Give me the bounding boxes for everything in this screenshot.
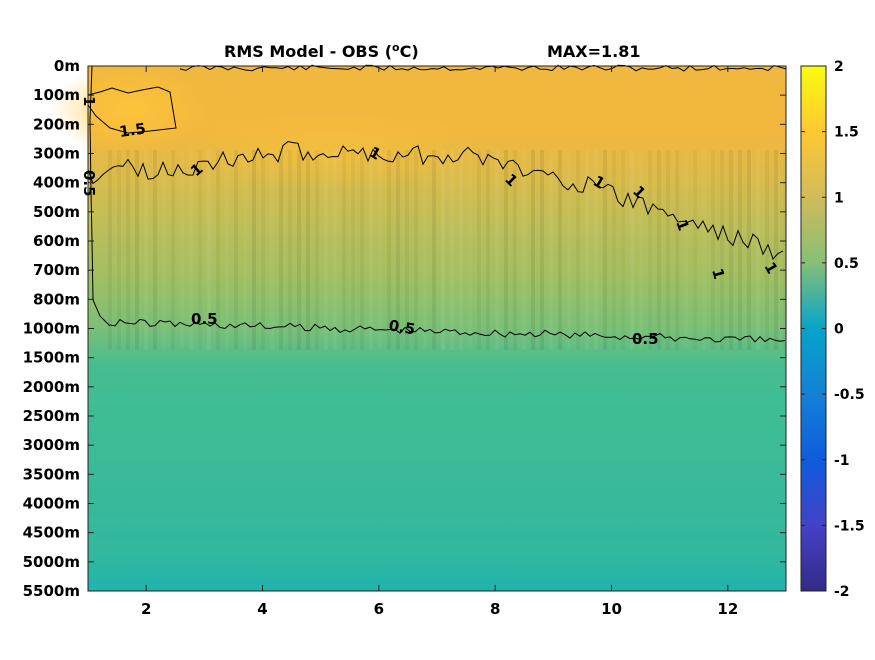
y-tick-label: 100m	[33, 86, 80, 104]
y-axis: 0m 100m 200m 300m 400m 500m 600m 700m 800m 1000m 1…	[23, 57, 786, 600]
chart-title: RMS Model - OBS (oC)	[224, 41, 419, 61]
colorbar-tick-label: -0.5	[834, 387, 865, 403]
x-tick-label: 10	[601, 600, 622, 618]
colorbar-tick-label: 0.5	[834, 256, 859, 272]
y-tick-label: 400m	[33, 174, 80, 192]
heatmap-field	[50, 65, 786, 591]
contour-0p5-left	[89, 65, 111, 327]
contour-lines	[87, 64, 787, 343]
y-tick-label: 800m	[33, 290, 80, 308]
y-tick-label: 300m	[33, 145, 80, 163]
contour-label: 0.5	[80, 170, 98, 197]
y-tick-label: 3500m	[23, 465, 80, 483]
x-tick-label: 2	[141, 600, 151, 618]
contour-label: 1	[708, 266, 728, 281]
y-tick-label: 1500m	[23, 349, 80, 367]
contour-1p5	[87, 86, 177, 134]
x-tick-label: 6	[374, 600, 384, 618]
colorbar-tick-label: 2	[834, 59, 844, 75]
colorbar-tick-label: -1	[834, 453, 850, 469]
contour-1-main	[87, 140, 784, 260]
y-tick-label: 2500m	[23, 407, 80, 425]
contour-label: 0.5	[191, 310, 218, 328]
x-tick-label: 8	[490, 600, 500, 618]
x-tick-label: 12	[717, 600, 738, 618]
x-axis: 2 4 6 8 10 12	[141, 66, 738, 618]
colorbar-tick-label: -2	[834, 584, 850, 600]
y-tick-label: 3000m	[23, 436, 80, 454]
y-tick-label: 4500m	[23, 524, 80, 542]
y-tick-label: 200m	[33, 115, 80, 133]
y-tick-label: 2000m	[23, 378, 80, 396]
colorbar-tick-label: 1.5	[834, 125, 859, 141]
y-tick-label: 1000m	[23, 320, 80, 338]
y-tick-label: 700m	[33, 261, 80, 279]
y-tick-label: 500m	[33, 203, 80, 221]
colorbar: 2 1.5 1 0.5 0 -0.5 -1 -1.5 -2	[800, 59, 865, 600]
contour-label: 1.5	[118, 119, 147, 141]
y-tick-label: 600m	[33, 232, 80, 250]
y-tick-label: 5500m	[23, 582, 80, 600]
max-label: MAX=1.81	[547, 42, 641, 61]
x-tick-label: 4	[257, 600, 267, 618]
y-tick-label: 5000m	[23, 553, 80, 571]
contour-0p5-main	[109, 318, 786, 343]
colorbar-tick-label: 1	[834, 190, 844, 206]
colorbar-tick-label: 0	[834, 322, 844, 338]
contour-label: 0.5	[387, 316, 416, 338]
contour-1-upper	[179, 64, 787, 72]
contour-label: 1	[80, 96, 98, 106]
contour-label: 0.5	[632, 330, 659, 348]
colorbar-tick-label: -1.5	[834, 518, 865, 534]
y-tick-label: 0m	[54, 57, 80, 75]
y-tick-label: 4000m	[23, 495, 80, 513]
